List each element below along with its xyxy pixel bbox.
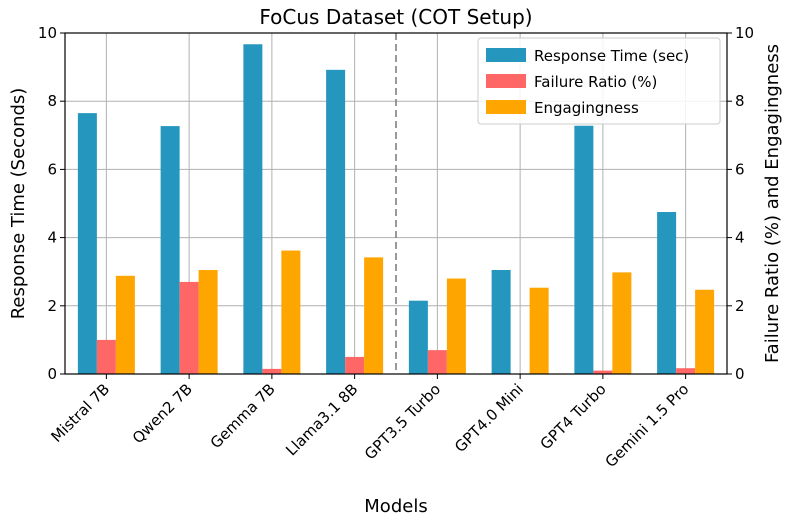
legend: Response Time (sec) Failure Ratio (%) En… [477,37,721,125]
y2-tick-label: 8 [735,92,745,110]
y2-axis-label: Failure Ratio (%) and Engagingness [762,44,783,363]
legend-swatch-response-time [486,48,526,62]
bar-engagingness-qwen2-7b [198,269,218,374]
bar-engagingness-gemma-7b [281,250,301,374]
x-tick-label-gemma-7b: Gemma 7B [207,380,279,452]
bar-failure-ratio-gemma-7b [262,368,282,374]
legend-label-failure-ratio: Failure Ratio (%) [534,73,657,91]
bar-engagingness-mistral-7b [115,275,135,374]
legend-label-response-time: Response Time (sec) [534,47,689,65]
y-tick-label: 0 [47,365,57,383]
bar-failure-ratio-llama3-1-8b [345,356,365,374]
y2-tick-label: 2 [735,297,745,315]
x-tick-label-mistral-7b: Mistral 7B [47,380,113,446]
bar-response-time-sec-gemma-7b [243,44,263,375]
bar-response-time-sec-gpt4-turbo [574,125,594,374]
bar-response-time-sec-llama3-1-8b [326,69,346,374]
bar-engagingness-gpt4-turbo [612,272,632,374]
y-tick-label: 2 [47,297,57,315]
bar-response-time-sec-gpt3-5-turbo [408,300,428,374]
y-axis-label: Response Time (Seconds) [8,88,29,320]
x-axis-label: Models [364,496,427,517]
bar-engagingness-gpt3-5-turbo [446,278,466,374]
y-tick-label: 8 [47,92,57,110]
x-tick-label-qwen2-7b: Qwen2 7B [129,380,196,447]
bar-engagingness-gpt4-0-mini [529,287,549,374]
y-tick-label: 4 [47,229,57,247]
y-tick-label: 6 [47,160,57,178]
x-tick-label-gemini-1-5-pro: Gemini 1.5 Pro [602,380,693,471]
legend-swatch-engagingness [486,100,526,114]
bar-failure-ratio-gpt4-turbo [593,370,613,374]
chart-title: FoCus Dataset (COT Setup) [259,5,532,29]
bar-engagingness-gemini-1-5-pro [695,289,715,374]
plot-frame [64,32,728,375]
bar-engagingness-llama3-1-8b [364,257,384,374]
x-tick-label-llama3-1-8b: Llama3.1 8B [282,380,361,459]
x-tick-label-gpt3-5-turbo: GPT3.5 Turbo [361,380,444,463]
x-tick-label-gpt4-turbo: GPT4 Turbo [537,380,610,453]
bars [77,44,715,375]
bar-response-time-sec-qwen2-7b [160,126,180,374]
bar-failure-ratio-qwen2-7b [179,281,199,374]
y2-tick-label: 0 [735,365,745,383]
y-tick-label: 10 [38,24,57,42]
y2-tick-label: 6 [735,160,745,178]
y2-tick-label: 4 [735,229,745,247]
bar-failure-ratio-gemini-1-5-pro [676,368,696,374]
x-tick-label-gpt4-0-mini: GPT4.0 Mini [451,380,527,456]
bar-failure-ratio-gpt3-5-turbo [427,350,447,374]
bar-failure-ratio-mistral-7b [96,339,116,374]
legend-box [477,37,721,125]
bar-response-time-sec-gemini-1-5-pro [657,212,677,374]
bar-response-time-sec-mistral-7b [77,113,97,374]
legend-label-engagingness: Engagingness [534,99,639,117]
y2-tick-label: 10 [735,24,754,42]
legend-swatch-failure-ratio [486,74,526,88]
bar-response-time-sec-gpt4-0-mini [491,269,511,374]
